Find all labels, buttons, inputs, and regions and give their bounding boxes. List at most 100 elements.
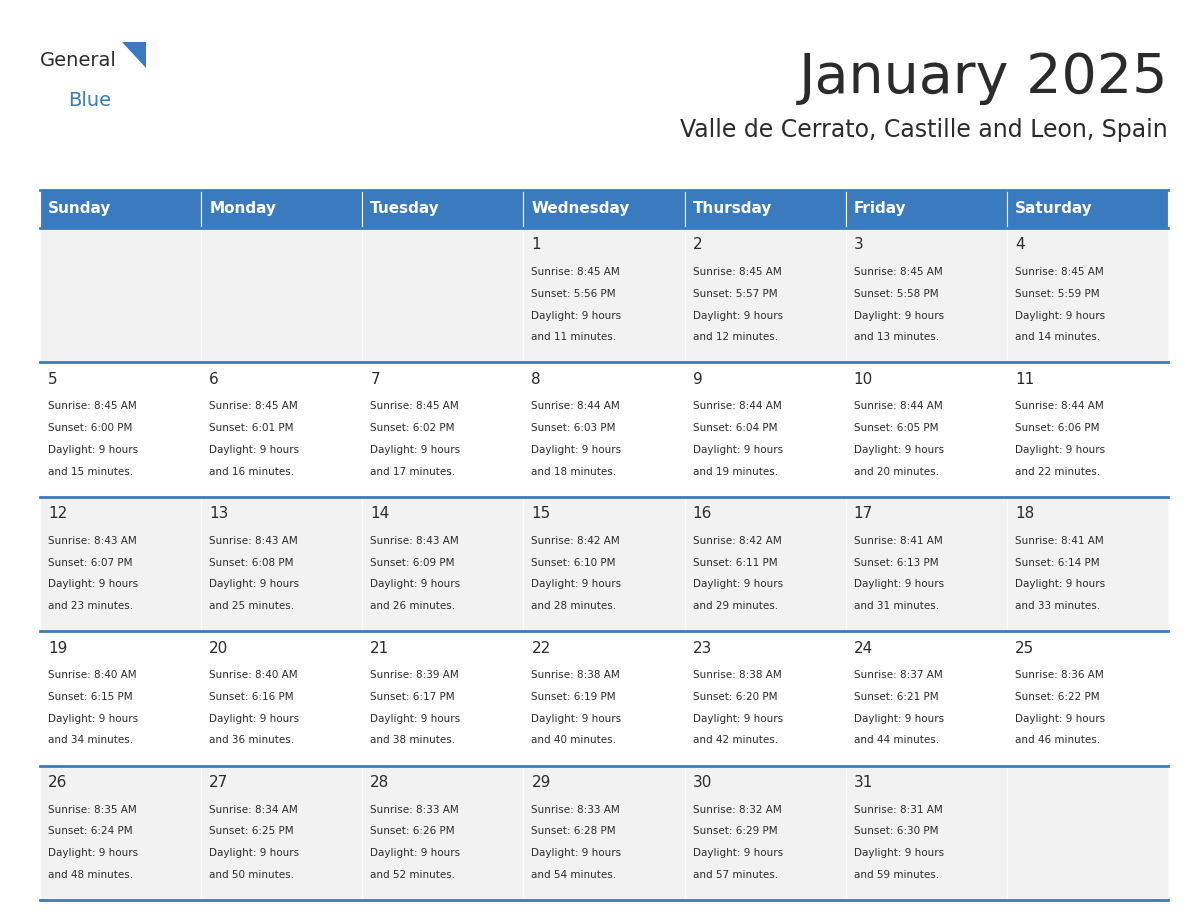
Text: and 16 minutes.: and 16 minutes. — [209, 466, 295, 476]
Text: Sunrise: 8:37 AM: Sunrise: 8:37 AM — [854, 670, 942, 680]
Text: Daylight: 9 hours: Daylight: 9 hours — [371, 713, 461, 723]
Text: Sunrise: 8:36 AM: Sunrise: 8:36 AM — [1015, 670, 1104, 680]
Text: Sunset: 6:00 PM: Sunset: 6:00 PM — [48, 423, 132, 433]
Text: Sunset: 6:15 PM: Sunset: 6:15 PM — [48, 692, 133, 702]
Text: Sunset: 6:20 PM: Sunset: 6:20 PM — [693, 692, 777, 702]
FancyBboxPatch shape — [40, 228, 201, 363]
Text: 8: 8 — [531, 372, 541, 386]
Text: Sunrise: 8:44 AM: Sunrise: 8:44 AM — [693, 401, 782, 411]
FancyBboxPatch shape — [524, 497, 684, 632]
Text: 14: 14 — [371, 506, 390, 521]
Text: Saturday: Saturday — [1015, 201, 1093, 217]
Text: Daylight: 9 hours: Daylight: 9 hours — [693, 445, 783, 455]
Text: 4: 4 — [1015, 238, 1024, 252]
Text: and 48 minutes.: and 48 minutes. — [48, 870, 133, 879]
Text: Daylight: 9 hours: Daylight: 9 hours — [371, 579, 461, 589]
FancyBboxPatch shape — [362, 190, 524, 228]
Text: and 34 minutes.: and 34 minutes. — [48, 735, 133, 745]
Text: Daylight: 9 hours: Daylight: 9 hours — [209, 848, 299, 858]
FancyBboxPatch shape — [40, 632, 201, 766]
Text: and 52 minutes.: and 52 minutes. — [371, 870, 455, 879]
Text: Daylight: 9 hours: Daylight: 9 hours — [531, 713, 621, 723]
Text: General: General — [40, 50, 116, 70]
FancyBboxPatch shape — [362, 497, 524, 632]
Text: 7: 7 — [371, 372, 380, 386]
Text: Daylight: 9 hours: Daylight: 9 hours — [48, 713, 138, 723]
FancyBboxPatch shape — [201, 363, 362, 497]
Text: and 22 minutes.: and 22 minutes. — [1015, 466, 1100, 476]
Text: and 14 minutes.: and 14 minutes. — [1015, 332, 1100, 342]
Text: 31: 31 — [854, 775, 873, 790]
Text: Sunrise: 8:44 AM: Sunrise: 8:44 AM — [531, 401, 620, 411]
Text: and 26 minutes.: and 26 minutes. — [371, 601, 455, 611]
FancyBboxPatch shape — [40, 190, 201, 228]
Text: Sunset: 6:14 PM: Sunset: 6:14 PM — [1015, 557, 1100, 567]
Text: and 31 minutes.: and 31 minutes. — [854, 601, 939, 611]
Text: Sunrise: 8:34 AM: Sunrise: 8:34 AM — [209, 804, 298, 814]
Text: Daylight: 9 hours: Daylight: 9 hours — [371, 445, 461, 455]
FancyBboxPatch shape — [846, 363, 1007, 497]
Text: 17: 17 — [854, 506, 873, 521]
Text: and 18 minutes.: and 18 minutes. — [531, 466, 617, 476]
Text: and 38 minutes.: and 38 minutes. — [371, 735, 455, 745]
FancyBboxPatch shape — [524, 363, 684, 497]
Text: Sunrise: 8:40 AM: Sunrise: 8:40 AM — [209, 670, 298, 680]
Text: Sunrise: 8:45 AM: Sunrise: 8:45 AM — [531, 267, 620, 277]
Text: and 40 minutes.: and 40 minutes. — [531, 735, 617, 745]
Text: 21: 21 — [371, 641, 390, 655]
FancyBboxPatch shape — [684, 632, 846, 766]
Text: Sunset: 6:09 PM: Sunset: 6:09 PM — [371, 557, 455, 567]
Text: 22: 22 — [531, 641, 551, 655]
Text: 20: 20 — [209, 641, 228, 655]
FancyBboxPatch shape — [524, 228, 684, 363]
Text: and 19 minutes.: and 19 minutes. — [693, 466, 778, 476]
FancyBboxPatch shape — [684, 190, 846, 228]
Text: Sunset: 6:25 PM: Sunset: 6:25 PM — [209, 826, 293, 836]
Text: Sunrise: 8:44 AM: Sunrise: 8:44 AM — [1015, 401, 1104, 411]
Text: Daylight: 9 hours: Daylight: 9 hours — [209, 713, 299, 723]
FancyBboxPatch shape — [362, 228, 524, 363]
Text: Sunset: 6:21 PM: Sunset: 6:21 PM — [854, 692, 939, 702]
Text: Sunrise: 8:45 AM: Sunrise: 8:45 AM — [209, 401, 298, 411]
FancyBboxPatch shape — [201, 632, 362, 766]
Text: Sunset: 6:16 PM: Sunset: 6:16 PM — [209, 692, 293, 702]
Text: and 50 minutes.: and 50 minutes. — [209, 870, 295, 879]
Text: Friday: Friday — [854, 201, 906, 217]
Text: 25: 25 — [1015, 641, 1035, 655]
Text: Sunset: 6:24 PM: Sunset: 6:24 PM — [48, 826, 133, 836]
Text: Daylight: 9 hours: Daylight: 9 hours — [209, 579, 299, 589]
Text: Daylight: 9 hours: Daylight: 9 hours — [854, 310, 944, 320]
Text: 26: 26 — [48, 775, 68, 790]
Text: Daylight: 9 hours: Daylight: 9 hours — [693, 713, 783, 723]
Text: 10: 10 — [854, 372, 873, 386]
Text: Sunrise: 8:41 AM: Sunrise: 8:41 AM — [1015, 536, 1104, 546]
Text: Sunrise: 8:38 AM: Sunrise: 8:38 AM — [531, 670, 620, 680]
Text: Thursday: Thursday — [693, 201, 772, 217]
Text: Wednesday: Wednesday — [531, 201, 630, 217]
Text: Sunset: 6:04 PM: Sunset: 6:04 PM — [693, 423, 777, 433]
Text: Daylight: 9 hours: Daylight: 9 hours — [531, 445, 621, 455]
Text: Sunrise: 8:39 AM: Sunrise: 8:39 AM — [371, 670, 459, 680]
Text: 5: 5 — [48, 372, 58, 386]
Text: Daylight: 9 hours: Daylight: 9 hours — [693, 848, 783, 858]
Text: Sunrise: 8:42 AM: Sunrise: 8:42 AM — [693, 536, 782, 546]
Text: 15: 15 — [531, 506, 551, 521]
Text: 3: 3 — [854, 238, 864, 252]
Text: Daylight: 9 hours: Daylight: 9 hours — [531, 579, 621, 589]
Text: Daylight: 9 hours: Daylight: 9 hours — [854, 445, 944, 455]
Text: Daylight: 9 hours: Daylight: 9 hours — [693, 310, 783, 320]
Text: January 2025: January 2025 — [798, 51, 1168, 105]
Text: Sunset: 5:58 PM: Sunset: 5:58 PM — [854, 289, 939, 298]
Text: Sunset: 6:17 PM: Sunset: 6:17 PM — [371, 692, 455, 702]
Text: Sunset: 6:03 PM: Sunset: 6:03 PM — [531, 423, 617, 433]
Text: Sunset: 6:05 PM: Sunset: 6:05 PM — [854, 423, 939, 433]
Text: Sunrise: 8:42 AM: Sunrise: 8:42 AM — [531, 536, 620, 546]
Text: Daylight: 9 hours: Daylight: 9 hours — [854, 848, 944, 858]
Text: Sunset: 5:56 PM: Sunset: 5:56 PM — [531, 289, 617, 298]
Text: 29: 29 — [531, 775, 551, 790]
FancyBboxPatch shape — [684, 363, 846, 497]
Text: 16: 16 — [693, 506, 712, 521]
Text: Sunset: 6:22 PM: Sunset: 6:22 PM — [1015, 692, 1100, 702]
Text: Sunrise: 8:32 AM: Sunrise: 8:32 AM — [693, 804, 782, 814]
Text: and 29 minutes.: and 29 minutes. — [693, 601, 778, 611]
